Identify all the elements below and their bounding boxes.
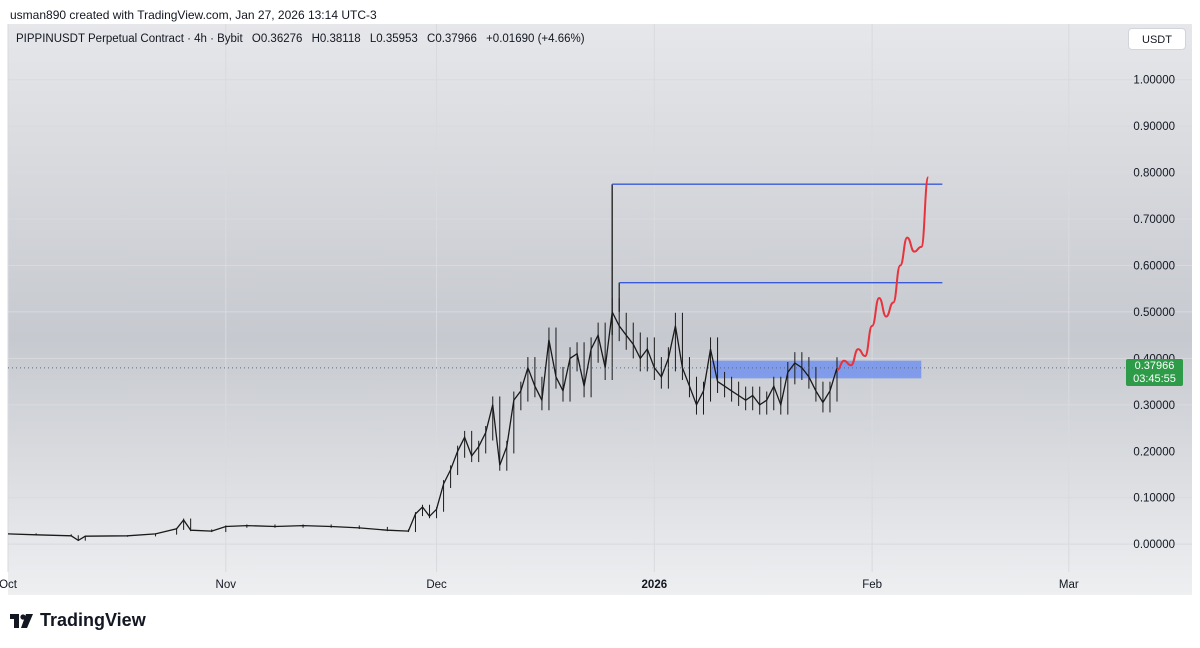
y-tick-label: 0.60000 [1133, 260, 1175, 272]
symbol-legend: PIPPINUSDT Perpetual Contract · 4h · Byb… [16, 33, 591, 45]
y-tick-label: 0.00000 [1133, 539, 1175, 551]
bar-countdown: 03:45:55 [1133, 373, 1176, 385]
x-tick-label: Dec [426, 579, 447, 591]
tradingview-logo-icon [10, 613, 33, 628]
change-value: +0.01690 (+4.66%) [486, 33, 585, 45]
y-tick-label: 1.00000 [1133, 75, 1175, 87]
y-tick-label: 0.30000 [1133, 400, 1175, 412]
y-tick-label: 0.50000 [1133, 307, 1175, 319]
attribution-text: usman890 created with TradingView.com, J… [10, 8, 377, 22]
y-tick-label: 0.20000 [1133, 446, 1175, 458]
x-tick-label: Feb [862, 579, 882, 591]
y-tick-label: 0.70000 [1133, 214, 1175, 226]
chart-area[interactable] [8, 24, 1192, 595]
low-value: L0.35953 [369, 33, 418, 45]
price-line [7, 309, 838, 542]
y-tick-label: 0.80000 [1133, 168, 1175, 180]
tradingview-brand[interactable]: TradingView [10, 610, 146, 631]
open-value: O0.36276 [251, 33, 303, 45]
x-tick-label: Nov [216, 579, 237, 591]
projection-curve [836, 176, 930, 371]
symbol-name: PIPPINUSDT Perpetual Contract · 4h · Byb… [16, 33, 243, 45]
currency-unit-button[interactable]: USDT [1128, 28, 1186, 50]
close-value: C0.37966 [427, 33, 477, 45]
x-tick-label: 2026 [642, 579, 668, 591]
last-price-tag: 0.37966 03:45:55 [1126, 359, 1183, 386]
x-tick-label: Oct [0, 579, 18, 591]
high-value: H0.38118 [311, 33, 361, 45]
x-tick-label: Mar [1059, 579, 1079, 591]
last-price-value: 0.37966 [1134, 360, 1175, 372]
brand-name: TradingView [40, 610, 146, 630]
y-tick-label: 0.10000 [1133, 493, 1175, 505]
y-tick-label: 0.90000 [1133, 121, 1175, 133]
